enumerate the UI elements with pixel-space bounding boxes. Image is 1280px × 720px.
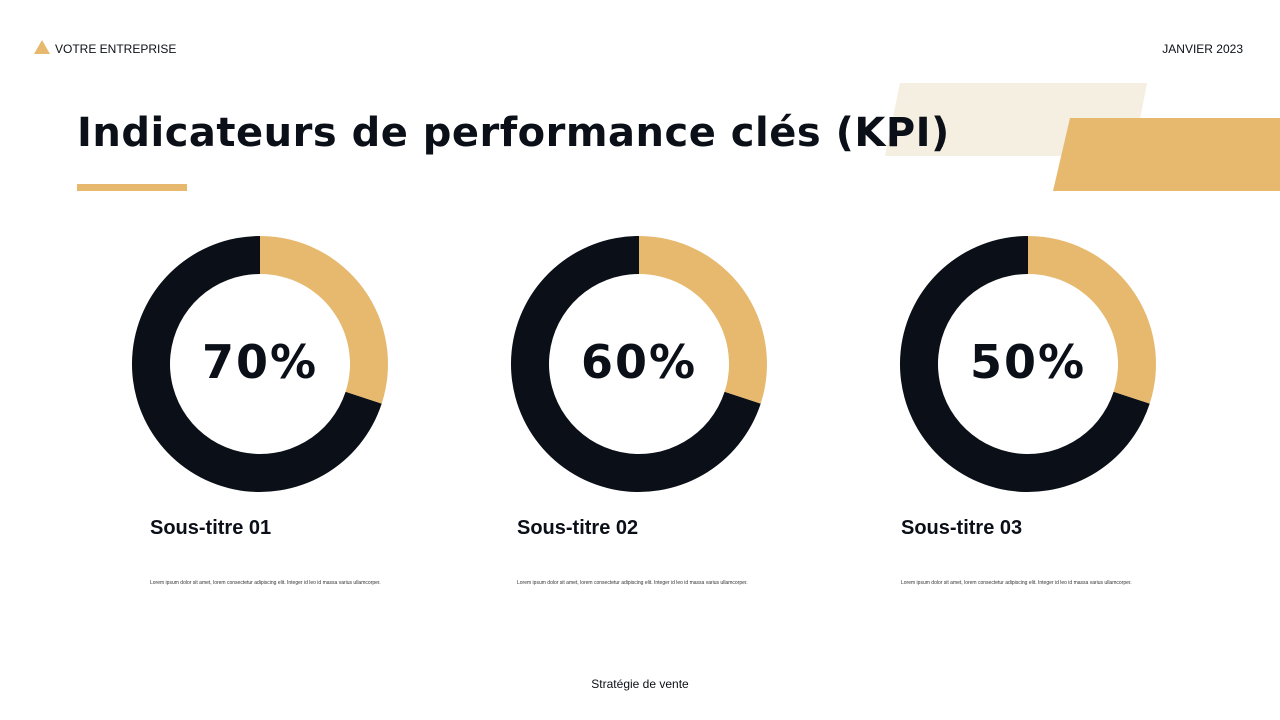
- kpi-value: 60%: [581, 335, 697, 389]
- logo: [34, 40, 50, 54]
- kpi-text: Lorem ipsum dolor sit amet, lorem consec…: [901, 580, 1132, 586]
- kpi-text: Lorem ipsum dolor sit amet, lorem consec…: [517, 580, 748, 586]
- date: JANVIER 2023: [1162, 42, 1243, 56]
- kpi-subtitle: Sous-titre 03: [901, 517, 1022, 539]
- company: VOTRE ENTREPRISE: [55, 42, 176, 56]
- kpi-value: 50%: [970, 335, 1086, 389]
- title-underline: [77, 184, 187, 191]
- kpi-subtitle: Sous-titre 02: [517, 517, 638, 539]
- decor-shape: [1053, 118, 1280, 191]
- kpi-subtitle: Sous-titre 01: [150, 517, 271, 539]
- title: Indicateurs de performance clés (KPI): [77, 110, 950, 156]
- kpi-text: Lorem ipsum dolor sit amet, lorem consec…: [150, 580, 381, 586]
- kpi-value: 70%: [202, 335, 318, 389]
- footer: Stratégie de vente: [591, 677, 689, 691]
